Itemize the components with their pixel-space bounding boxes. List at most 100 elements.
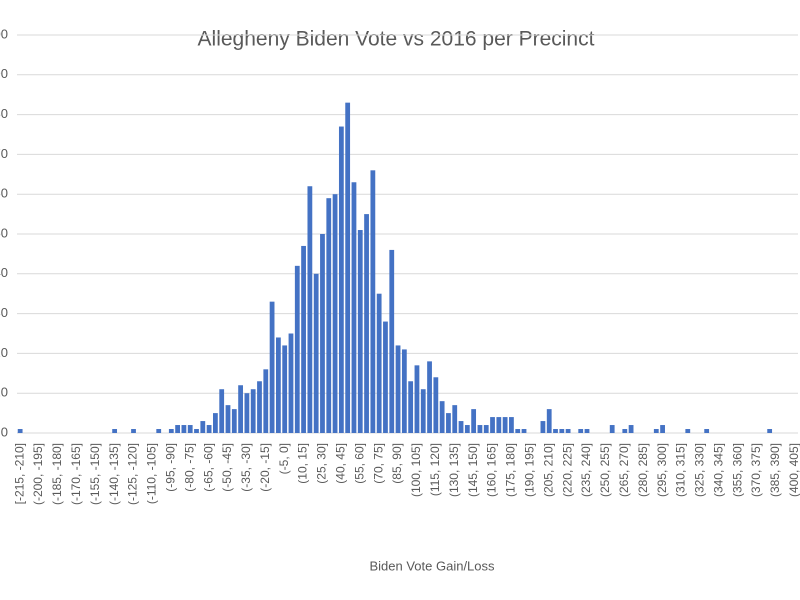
bar [200,421,206,433]
bar [509,417,514,433]
bar [477,425,483,433]
bar [225,405,231,433]
x-tick-label: (-170, -165] [69,443,83,505]
x-tick-label: (-80, -75] [182,443,196,492]
bar [187,425,193,433]
x-tick-label: (190, 195] [522,443,536,497]
bar [383,321,388,433]
bar [131,429,136,433]
x-tick-label: (-125, -120] [126,443,140,505]
bar [546,409,552,433]
x-tick-label: (175, 180] [504,443,518,497]
bar [112,429,118,433]
bar [275,337,281,433]
bar [389,249,395,433]
bar [521,429,527,433]
x-tick-label: (280, 285] [636,443,650,497]
y-tick-label: 60 [0,186,8,201]
x-tick-label: (340, 345] [711,443,725,497]
bar [496,417,502,433]
x-tick-label: (355, 360] [730,443,744,497]
x-tick-label: (-200, -195] [31,443,45,505]
bar [213,413,218,433]
bar [458,421,464,433]
bar [704,429,710,433]
bar [244,393,250,433]
bar [326,198,332,433]
bar [622,429,628,433]
x-tick-label: (205, 210] [541,443,555,497]
bar [559,429,565,433]
y-tick-label: 40 [0,265,8,280]
x-axis-title: Biden Vote Gain/Loss [369,558,495,573]
x-tick-label: (250, 255] [598,443,612,497]
x-tick-label: [-215, -210] [12,443,26,504]
x-tick-label: (55, 60] [352,443,366,484]
bar [250,389,256,433]
bar [433,377,439,433]
x-tick-label: (370, 375] [749,443,763,497]
y-tick-label: 20 [0,345,8,360]
x-tick-label: (10, 15] [296,443,310,484]
bar [263,369,269,433]
bar [17,429,23,433]
bar [439,401,445,433]
x-tick-label: (25, 30] [315,443,329,484]
x-tick-label: (400, 405] [787,443,800,497]
x-tick-label: (145, 150] [466,443,480,497]
bar [420,389,426,433]
x-tick-label: (325, 330] [693,443,707,497]
bar [282,345,288,433]
bar [540,421,546,433]
y-tick-label: 70 [0,146,8,161]
x-tick-label: (265, 270] [617,443,631,497]
bar [584,429,590,433]
bar [257,381,262,433]
bar [471,409,477,433]
y-tick-label: 50 [0,225,8,240]
x-tick-label: (-185, -180] [50,443,64,505]
bar [376,293,382,433]
x-tick-label: (-110, -105] [145,443,159,504]
bar [502,417,508,433]
x-tick-label: (-35, -30] [239,443,253,492]
x-tick-label: (85, 90] [390,443,404,484]
x-tick-label: (295, 300] [655,443,669,497]
y-tick-label: 0 [1,424,8,439]
x-tick-label: (-20, -15] [258,443,272,492]
bar [408,381,414,433]
x-tick-label: (-155, -150] [88,443,102,505]
x-tick-label: (40, 45] [334,443,348,484]
bar [370,170,376,433]
bar [219,389,225,433]
bar [364,214,369,433]
y-tick-label: 100 [0,26,8,41]
x-tick-label: (100, 105] [409,443,423,497]
x-tick-label: (235, 240] [579,443,593,497]
bar [653,429,659,433]
y-tick-label: 30 [0,305,8,320]
bar [414,365,420,433]
bar [395,345,401,433]
bar [313,273,319,433]
bar [490,417,495,433]
bar [332,194,338,433]
y-tick-label: 10 [0,385,8,400]
bar [351,182,357,433]
bar [288,333,294,433]
bar [452,405,458,433]
x-tick-label: (-95, -90] [163,443,177,492]
bar [628,425,634,433]
bar [181,425,187,433]
bar [156,429,162,433]
bar [238,385,243,433]
bar [206,425,212,433]
bar [427,361,432,433]
bar [578,429,584,433]
y-tick-label: 90 [0,66,8,81]
bar [565,429,571,433]
bar [175,425,181,433]
